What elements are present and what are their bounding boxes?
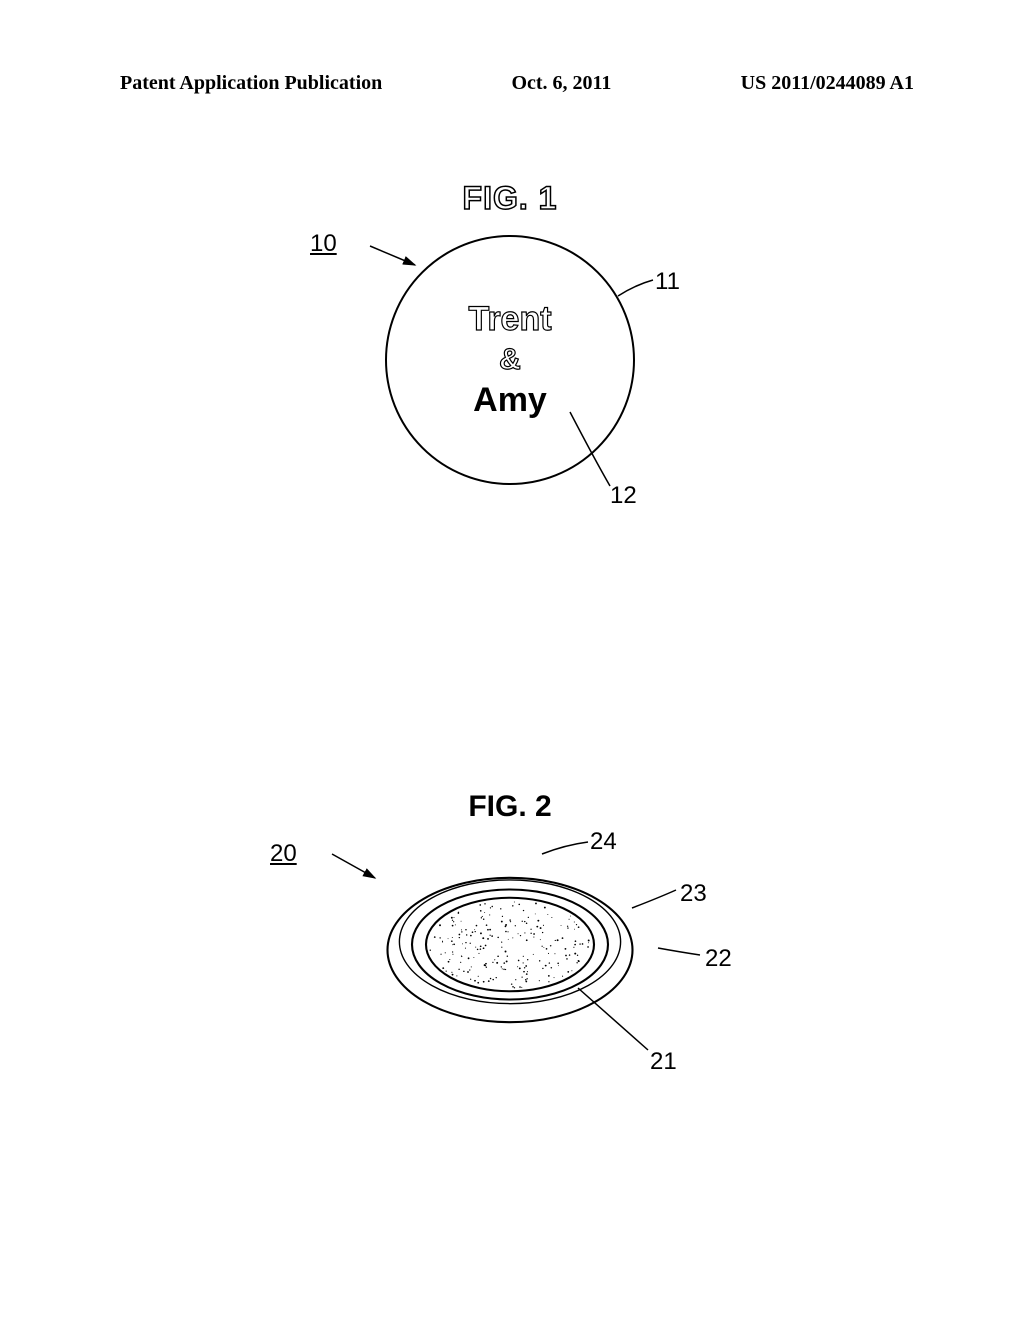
header-left: Patent Application Publication: [120, 72, 382, 95]
figures-area: FIG. 1 10 Trent & Amy 11 12 FIG. 2: [0, 150, 1024, 1300]
fig2-title: FIG. 2: [468, 790, 551, 824]
header-center: Oct. 6, 2011: [511, 72, 611, 95]
fig1-title: FIG. 1: [463, 180, 558, 217]
fig2-ref-24: 24: [590, 828, 617, 856]
fig1-text-bottom: Amy: [473, 381, 547, 420]
fig1-text-ampersand: &: [499, 343, 521, 377]
leader-10: [370, 246, 415, 265]
fig1-text-top: Trent: [468, 300, 551, 339]
figure-1: FIG. 1 10 Trent & Amy 11 12: [300, 180, 720, 560]
fig1-ref-11: 11: [655, 268, 680, 296]
fig2-plate-drawing: [335, 840, 685, 1060]
fig1-ref-10: 10: [310, 230, 337, 258]
fig2-ref-22: 22: [705, 945, 732, 973]
ref-number: 20: [270, 840, 297, 867]
fig1-circle-element-11: Trent & Amy: [385, 235, 635, 485]
figure-2: FIG. 2 20 21 22 23 24: [260, 790, 760, 1150]
plate-center-surface: [426, 898, 594, 992]
fig2-ref-23: 23: [680, 880, 707, 908]
fig1-ref-12: 12: [610, 482, 637, 510]
leader-11: [618, 280, 653, 296]
ref-number: 10: [310, 230, 337, 258]
header-right: US 2011/0244089 A1: [741, 72, 914, 95]
fig2-ref-20: 20: [270, 840, 297, 868]
fig2-ref-21: 21: [650, 1048, 677, 1076]
page-header: Patent Application Publication Oct. 6, 2…: [0, 72, 1024, 95]
